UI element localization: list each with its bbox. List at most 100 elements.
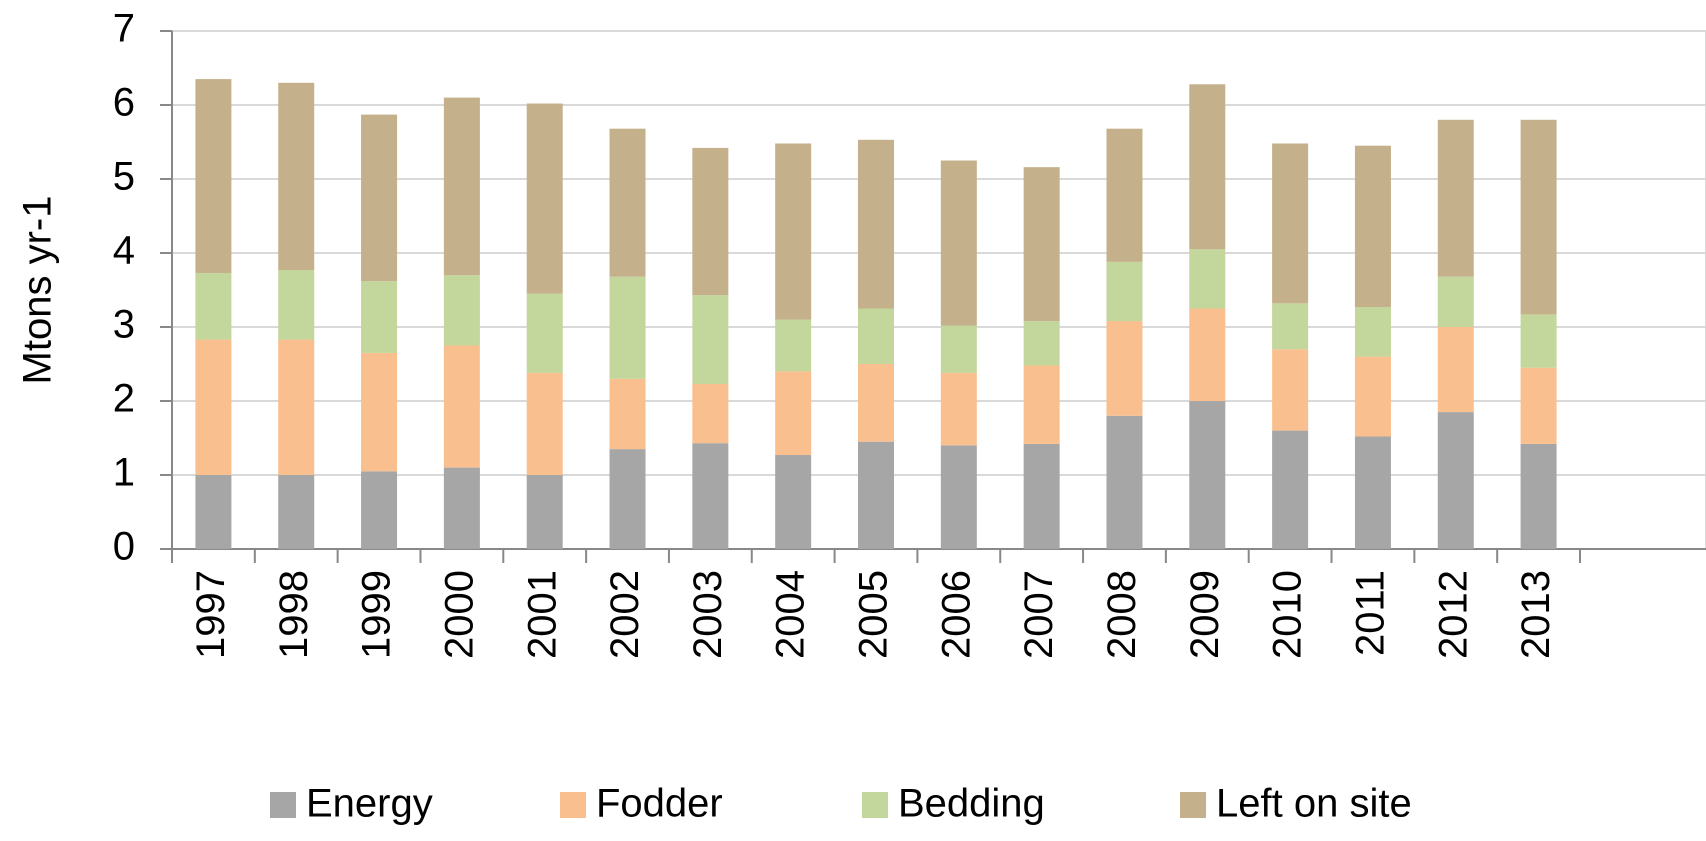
bar-segment xyxy=(1106,415,1143,549)
legend-swatch xyxy=(862,792,888,818)
x-tick-label: 2003 xyxy=(686,570,730,659)
x-tick-label: 1999 xyxy=(355,570,399,659)
x-tick-label: 2002 xyxy=(603,570,647,659)
bar-segment xyxy=(858,441,894,549)
bar-segment xyxy=(1437,412,1474,549)
legend-label: Left on site xyxy=(1216,782,1412,826)
bar-segment xyxy=(1437,276,1474,327)
x-tick-label: 2013 xyxy=(1514,570,1558,659)
bar-segment xyxy=(775,455,812,549)
bar-segment xyxy=(1520,367,1557,444)
legend-swatch xyxy=(1180,792,1206,818)
legend-label: Fodder xyxy=(596,782,723,826)
x-tick-label: 2008 xyxy=(1100,570,1144,659)
bar-segment xyxy=(526,372,563,475)
bar-segment xyxy=(443,345,480,468)
legend-label: Energy xyxy=(306,782,433,826)
bar-segment xyxy=(1189,84,1226,250)
bar-segment xyxy=(1272,430,1309,549)
y-tick-label: 4 xyxy=(113,229,135,273)
bar-segment xyxy=(940,445,977,549)
bar-segment xyxy=(278,270,315,340)
bar-segment xyxy=(361,281,398,353)
bar-segment xyxy=(1520,119,1557,315)
y-tick-label: 3 xyxy=(113,303,135,347)
bar-segment xyxy=(858,139,894,309)
x-tick-label: 2009 xyxy=(1183,570,1227,659)
bar-segment xyxy=(1189,249,1226,309)
bar-segment xyxy=(195,272,232,340)
bar-segment xyxy=(692,383,729,444)
x-tick-label: 2004 xyxy=(769,570,813,659)
bar-segment xyxy=(609,378,646,450)
bar-segment xyxy=(195,475,232,549)
bar-segment xyxy=(1106,128,1143,262)
bar-segment xyxy=(443,275,480,346)
bar-segment xyxy=(443,97,480,276)
bar-segment xyxy=(775,371,812,456)
x-tick-label: 2000 xyxy=(437,570,481,659)
bar-segment xyxy=(361,114,398,282)
bar-segment xyxy=(278,339,315,475)
bar-segment xyxy=(195,79,232,273)
bar-segment xyxy=(1272,303,1309,350)
bar-segment xyxy=(940,160,977,326)
bar-segment xyxy=(1520,314,1557,368)
bar-segment xyxy=(692,443,729,549)
y-tick-label: 0 xyxy=(113,525,135,569)
bar-segment xyxy=(1437,327,1474,413)
bar-segment xyxy=(526,103,563,294)
x-tick-label: 2011 xyxy=(1349,570,1393,656)
legend-label: Bedding xyxy=(898,782,1045,826)
bar-segment xyxy=(1106,261,1143,322)
x-tick-label: 1998 xyxy=(272,570,316,659)
x-tick-label: 2005 xyxy=(852,570,896,659)
bar-segment xyxy=(1272,143,1309,304)
x-tick-label: 1997 xyxy=(189,570,233,659)
bar-segment xyxy=(1354,356,1391,437)
y-axis-label: Mtons yr-1 xyxy=(16,196,60,385)
bar-segment xyxy=(1354,145,1391,308)
x-tick-label: 2010 xyxy=(1266,570,1310,659)
bar-segment xyxy=(692,147,729,296)
bar-segment xyxy=(858,308,894,364)
bar-segment xyxy=(940,372,977,446)
bar-segment xyxy=(1189,401,1226,549)
bar-segment xyxy=(858,364,894,442)
bar-segment xyxy=(940,325,977,373)
x-tick-label: 2001 xyxy=(520,570,564,659)
bar-segment xyxy=(609,276,646,379)
bar-segment xyxy=(775,319,812,372)
bar-segment xyxy=(1437,119,1474,277)
bar-segment xyxy=(1023,321,1060,366)
bar-segment xyxy=(195,339,232,475)
bar-segment xyxy=(1189,308,1226,401)
y-tick-label: 1 xyxy=(113,451,135,495)
x-tick-label: 2012 xyxy=(1431,570,1475,659)
x-tick-label: 2007 xyxy=(1017,570,1061,659)
bar-segment xyxy=(1520,443,1557,549)
bar-segment xyxy=(526,293,563,373)
bar-segment xyxy=(361,471,398,549)
bar-segment xyxy=(692,295,729,384)
bar-segment xyxy=(1354,307,1391,357)
bar-segment xyxy=(278,82,315,271)
bar-segment xyxy=(1023,443,1060,549)
bar-segment xyxy=(443,467,480,549)
bar-segment xyxy=(1354,436,1391,549)
y-tick-label: 6 xyxy=(113,81,135,125)
legend-swatch xyxy=(270,792,296,818)
y-tick-label: 5 xyxy=(113,155,135,199)
x-tick-label: 2006 xyxy=(934,570,978,659)
bar-segment xyxy=(1106,321,1143,416)
plot-border xyxy=(171,30,1706,550)
bar-segment xyxy=(1272,349,1309,431)
bar-segment xyxy=(526,475,563,549)
y-tick-label: 2 xyxy=(113,377,135,421)
bar-segment xyxy=(1023,167,1060,322)
bar-segment xyxy=(609,449,646,549)
bar-segment xyxy=(775,143,812,320)
y-tick-label: 7 xyxy=(113,7,135,51)
legend-swatch xyxy=(560,792,586,818)
